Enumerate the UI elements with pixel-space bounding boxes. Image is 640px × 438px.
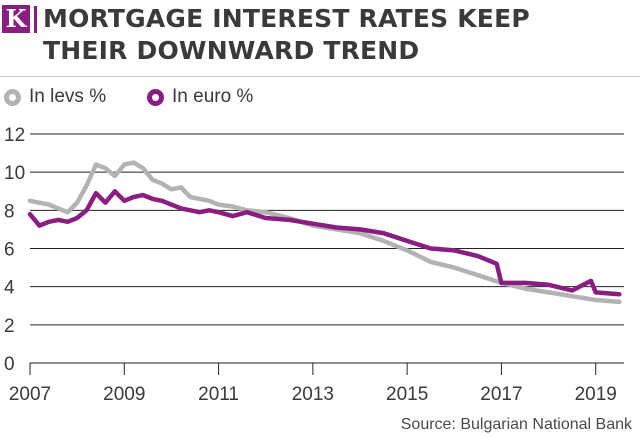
series-line-levs [27,160,622,305]
y-tick-label-8: 8 [4,201,15,222]
legend: In levs % In euro % [0,83,640,111]
y-tick-label-0: 0 [4,354,15,375]
y-tick-label-4: 4 [4,278,15,299]
y-tick-label-2: 2 [4,316,15,337]
legend-swatch-euro [147,88,164,106]
title-divider [0,76,640,77]
legend-label-euro: In euro % [172,86,254,107]
legend-label-levs: In levs % [29,86,107,107]
x-tick-label-2019: 2019 [575,384,617,405]
x-tick-label-2017: 2017 [480,384,522,405]
x-tick-label-2013: 2013 [292,384,334,405]
x-tick-label-2015: 2015 [386,384,428,405]
legend-item-levs: In levs % [4,83,106,111]
y-tick-label-12: 12 [4,125,25,146]
chart-title-line-1: MORTGAGE INTEREST RATES KEEP [43,4,530,33]
x-tick-label-2011: 2011 [198,384,239,405]
series-line-euro [27,189,622,297]
source-note: Source: Bulgarian National Bank [400,416,632,433]
y-tick-label-6: 6 [4,240,15,261]
legend-swatch-levs [4,88,21,106]
brand-logo: K [2,5,30,33]
x-tick-label-2009: 2009 [103,384,145,405]
legend-item-euro: In euro % [147,83,253,111]
chart-title-line-2: THEIR DOWNWARD TREND [43,36,420,65]
logo-divider [34,6,37,33]
y-tick-label-10: 10 [4,163,25,184]
x-tick-label-2007: 2007 [9,384,51,405]
chart-title: MORTGAGE INTEREST RATES KEEP THEIR DOWNW… [43,3,633,67]
